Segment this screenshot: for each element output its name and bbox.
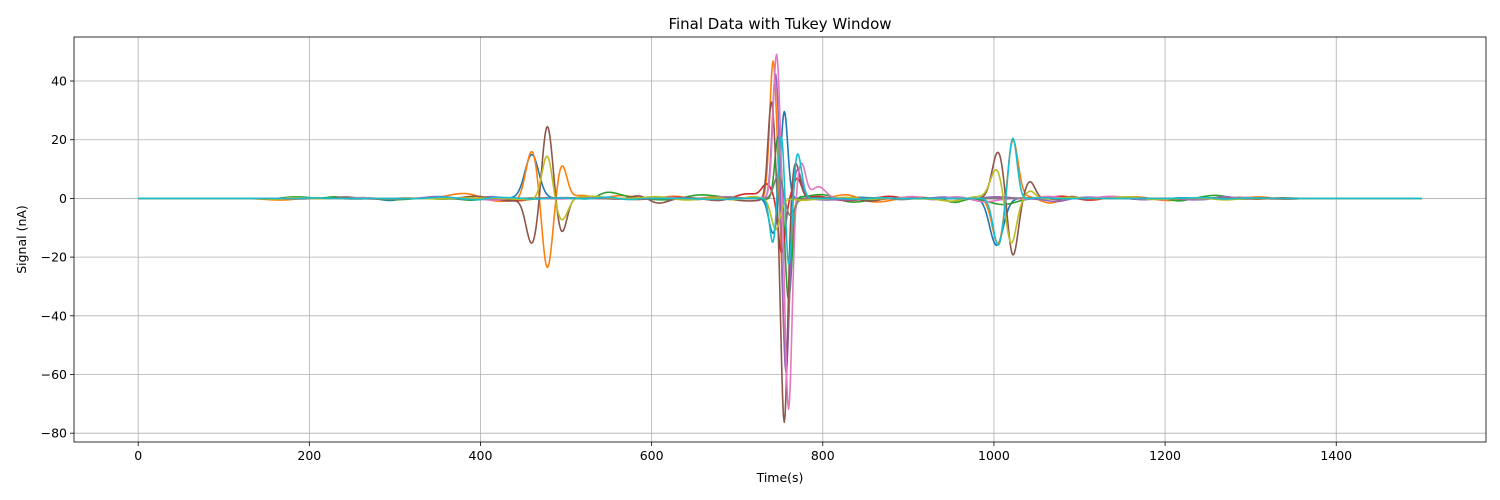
y-tick-label: −20 — [41, 250, 67, 265]
chart-title: Final Data with Tukey Window — [668, 15, 891, 33]
y-tick-label: 0 — [59, 191, 67, 206]
x-tick-label: 400 — [469, 448, 493, 463]
x-tick-label: 1400 — [1320, 448, 1352, 463]
x-tick-label: 1000 — [978, 448, 1010, 463]
y-tick-label: 40 — [51, 74, 67, 89]
y-tick-label: −40 — [41, 308, 67, 323]
plot-frame — [73, 36, 1487, 443]
x-tick-label: 600 — [640, 448, 664, 463]
series-group — [138, 53, 1422, 424]
y-tick-label: 20 — [51, 132, 67, 147]
x-tick-label: 200 — [297, 448, 321, 463]
series-line-10 — [138, 136, 1422, 265]
x-ticks: 0 200 400 600 800 1000 1200 1400 — [134, 442, 1352, 463]
x-tick-label: 0 — [134, 448, 142, 463]
y-axis-label: Signal (nA) — [14, 205, 29, 274]
x-axis-label: Time(s) — [756, 470, 804, 485]
y-tick-label: −60 — [41, 367, 67, 382]
y-ticks: −80 −60 −40 −20 0 20 40 — [41, 74, 74, 441]
x-tick-label: 1200 — [1149, 448, 1181, 463]
y-tick-label: −80 — [41, 426, 67, 441]
x-tick-label: 800 — [811, 448, 835, 463]
